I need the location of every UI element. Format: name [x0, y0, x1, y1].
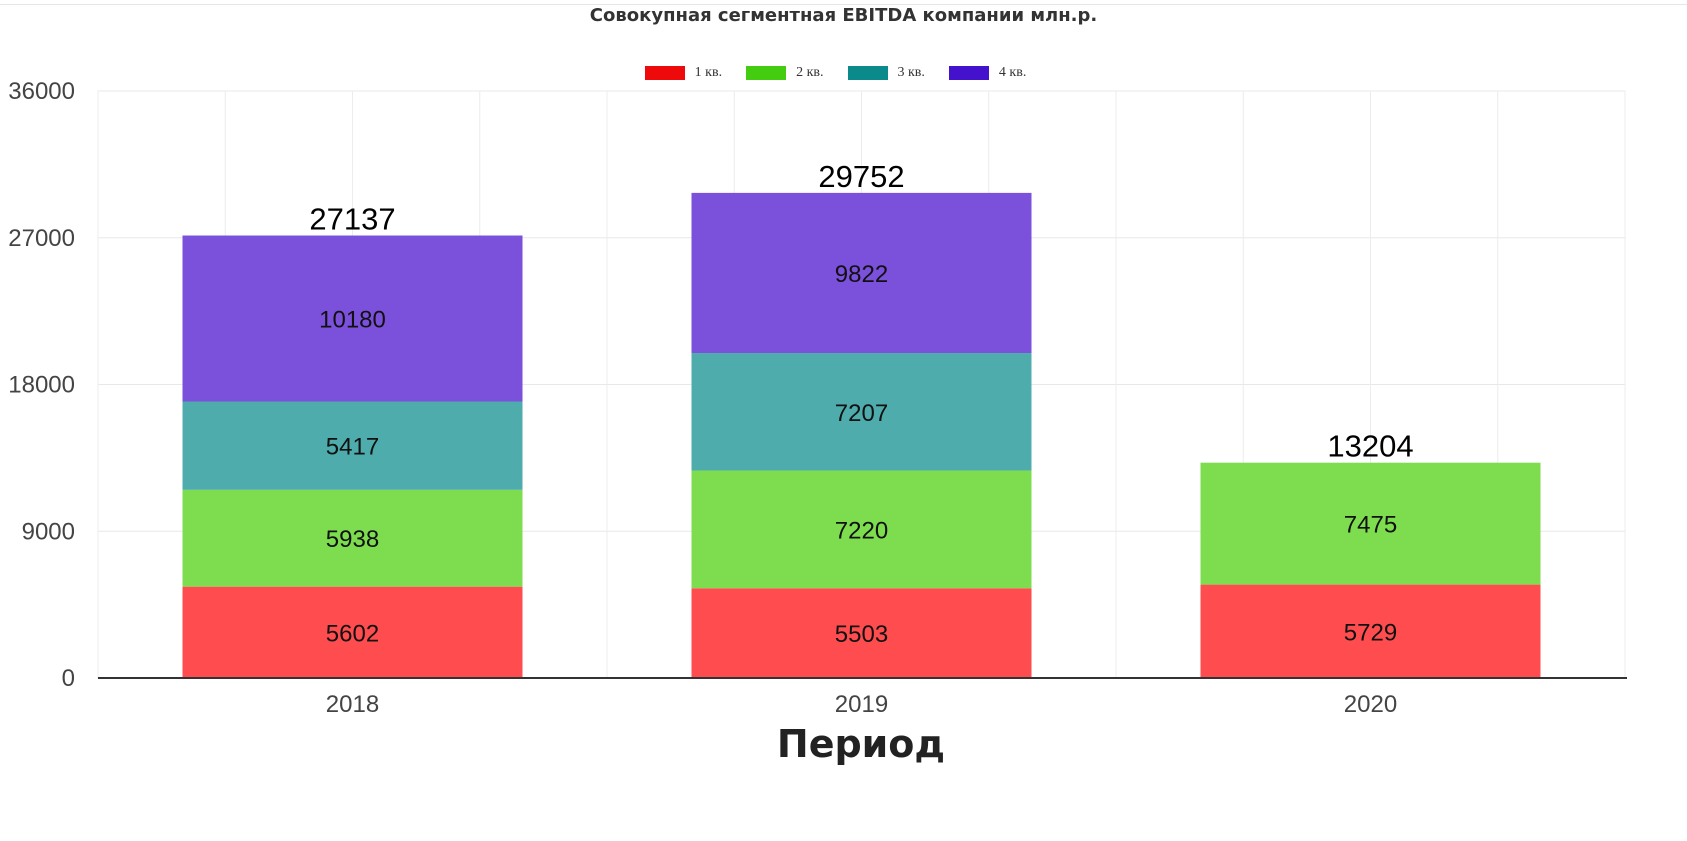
data-label: 7207	[835, 400, 888, 427]
legend-item-q4[interactable]: 4 кв.	[948, 65, 1027, 81]
x-tick-label: 2020	[1344, 691, 1397, 718]
legend-swatch-q3	[847, 66, 888, 80]
chart-title: Совокупная сегментная EBITDA компании мл…	[589, 5, 1098, 26]
legend-swatch-q4	[948, 66, 989, 80]
data-label: 10180	[319, 307, 386, 334]
bar-segment-2019-q3	[691, 353, 1032, 471]
bar-segment-2018-q3	[182, 401, 523, 490]
bar-segment-2019-q1	[691, 588, 1032, 678]
data-label: 5503	[835, 621, 888, 648]
legend-label-q2: 2 кв.	[796, 65, 824, 80]
legend-item-q2[interactable]: 2 кв.	[746, 65, 824, 81]
total-label: 13204	[1327, 429, 1413, 464]
total-label: 27137	[309, 202, 395, 237]
legend-item-q1[interactable]: 1 кв.	[644, 65, 723, 81]
y-tick-label: 0	[62, 665, 75, 692]
bar-segment-2018-q4	[182, 235, 523, 402]
legend-label-q4: 4 кв.	[998, 65, 1027, 80]
data-label: 5729	[1344, 619, 1397, 646]
y-tick-label: 36000	[8, 78, 75, 105]
bar-segment-2019-q4	[691, 192, 1032, 354]
data-label: 5938	[326, 526, 379, 553]
x-axis-title: Период	[776, 722, 946, 766]
data-label: 5417	[326, 434, 379, 461]
data-label: 7475	[1344, 512, 1397, 539]
x-tick-label: 2018	[326, 691, 379, 718]
bar-segment-2020-q2	[1200, 462, 1541, 585]
bar-segment-2020-q1	[1200, 584, 1541, 678]
legend-label-q1: 1 кв.	[694, 65, 723, 80]
bar-segment-2018-q2	[182, 489, 523, 587]
y-tick-label: 18000	[8, 372, 75, 399]
data-label: 5602	[326, 620, 379, 647]
legend-swatch-q1	[644, 66, 685, 80]
y-tick-label: 9000	[22, 518, 75, 545]
top-divider	[0, 4, 1687, 5]
legend-item-q3[interactable]: 3 кв.	[847, 65, 925, 81]
bar-segment-2018-q1	[182, 586, 523, 678]
data-label: 7220	[835, 517, 888, 544]
total-label: 29752	[818, 159, 904, 194]
legend-label-q3: 3 кв.	[897, 65, 925, 80]
legend-swatch-q2	[746, 66, 787, 80]
x-tick-label: 2019	[835, 691, 888, 718]
bar-segment-2019-q2	[691, 470, 1032, 589]
legend: 1 кв. 2 кв. 3 кв. 4 кв.	[0, 62, 1679, 84]
data-label: 9822	[835, 261, 888, 288]
y-tick-label: 27000	[8, 225, 75, 252]
